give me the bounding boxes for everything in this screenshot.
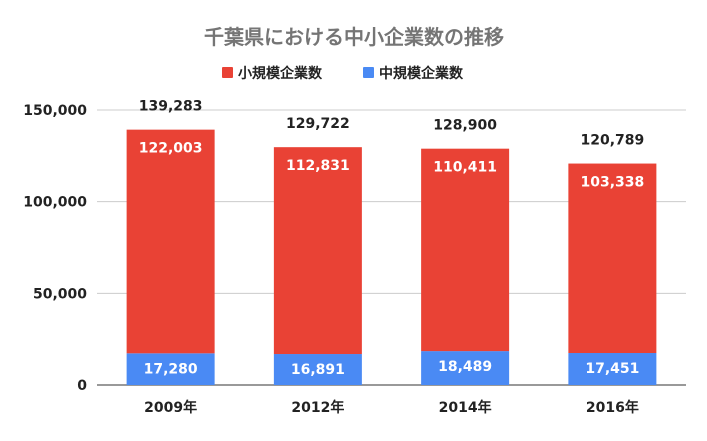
- y-tick-label: 150,000: [23, 103, 87, 119]
- bar-segment-small: [126, 129, 215, 354]
- bar-segment-medium: [568, 353, 657, 385]
- bar-segment-medium: [421, 351, 510, 385]
- bar-value-label-medium: 16,891: [291, 362, 345, 378]
- bar-total-label: 120,789: [580, 133, 644, 149]
- x-axis-categories: 2009年 2012年 2014年 2016年: [144, 399, 639, 416]
- y-axis-ticks: 0 50,000 100,000 150,000: [23, 103, 87, 394]
- legend-item-small: 小規模企業数: [222, 65, 323, 82]
- bar-segment-medium: [273, 354, 362, 385]
- x-category-label: 2014年: [439, 399, 492, 416]
- bar-value-label-small: 112,831: [286, 158, 350, 174]
- bar-segment-medium: [126, 353, 215, 385]
- bar-total-label: 139,283: [139, 99, 203, 115]
- bar-value-label-medium: 17,451: [585, 361, 639, 377]
- bar-segment-small: [421, 148, 510, 352]
- legend-label-medium: 中規模企業数: [379, 65, 464, 82]
- bar-value-label-small: 122,003: [139, 141, 203, 157]
- bar-labels: 17,280 122,003 139,283 16,891 112,831 129,722…: [139, 99, 645, 378]
- bar-total-label: 129,722: [286, 116, 350, 132]
- legend-swatch-medium: [363, 67, 374, 78]
- chart-title: 千葉県における中小企業数の推移: [204, 25, 504, 49]
- bar-value-label-small: 103,338: [580, 175, 644, 191]
- legend-label-small: 小規模企業数: [238, 65, 323, 82]
- y-tick-label: 0: [77, 378, 87, 394]
- bar-value-label-medium: 17,280: [144, 361, 198, 377]
- y-tick-label: 50,000: [33, 286, 87, 302]
- legend: 小規模企業数 中規模企業数: [222, 65, 464, 82]
- x-category-label: 2009年: [144, 399, 197, 416]
- bar-segment-small: [273, 147, 362, 355]
- bar-total-label: 128,900: [433, 118, 497, 134]
- x-category-label: 2012年: [291, 399, 344, 416]
- y-tick-label: 100,000: [23, 195, 87, 211]
- bar-value-label-medium: 18,489: [438, 359, 492, 375]
- legend-item-medium: 中規模企業数: [363, 65, 464, 82]
- x-category-label: 2016年: [586, 399, 639, 416]
- bar-segment-small: [568, 163, 657, 354]
- bar-value-label-small: 110,411: [433, 160, 497, 176]
- legend-swatch-small: [222, 67, 233, 78]
- bars: [126, 129, 657, 385]
